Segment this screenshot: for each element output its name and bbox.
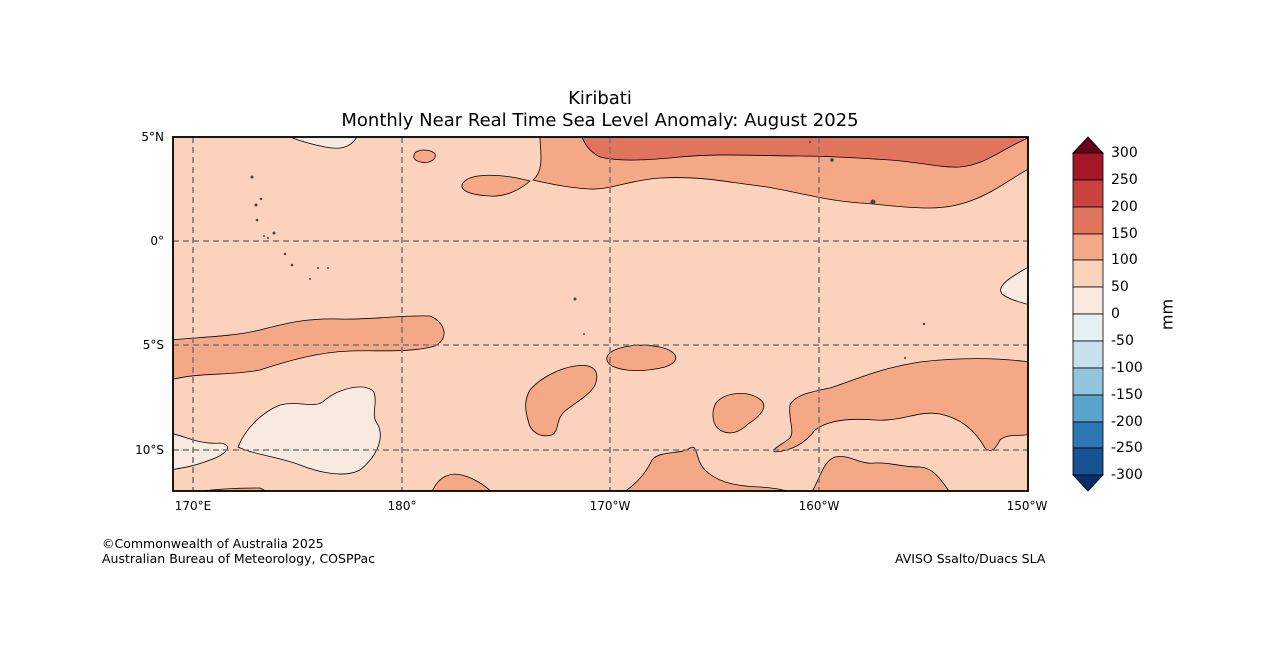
colorbar-segment bbox=[1072, 394, 1104, 423]
x-tick-label: 170°E bbox=[174, 499, 212, 513]
y-tick-label: 10°S bbox=[135, 443, 164, 457]
colorbar-label: -50 bbox=[1111, 333, 1134, 349]
colorbar-label: 100 bbox=[1111, 252, 1138, 268]
copyright-text: ©Commonwealth of Australia 2025 bbox=[102, 536, 324, 551]
map-subtitle: Monthly Near Real Time Sea Level Anomaly… bbox=[341, 110, 859, 131]
y-tick-label: 0° bbox=[150, 234, 164, 248]
contour-east-edge-0-50 bbox=[1000, 266, 1028, 305]
contour-blob-central-b bbox=[606, 344, 677, 372]
contour-northwest-0-50 bbox=[289, 137, 358, 149]
colorbar-segment bbox=[1072, 179, 1104, 208]
colorbar-label: -250 bbox=[1111, 440, 1143, 456]
contour-north-150-200 bbox=[581, 137, 1028, 168]
colorbar-segment bbox=[1072, 206, 1104, 235]
contour-bottom-b bbox=[625, 446, 789, 491]
x-tick-label: 170°W bbox=[589, 499, 631, 513]
colorbar-segment bbox=[1072, 447, 1104, 476]
agency-text: Australian Bureau of Meteorology, COSPPa… bbox=[102, 551, 375, 566]
colorbar-label: 200 bbox=[1111, 199, 1138, 215]
colorbar-label: 300 bbox=[1111, 145, 1138, 161]
y-tick-label: 5°S bbox=[142, 338, 164, 352]
contour-5s-band bbox=[173, 315, 445, 380]
y-tick-label: 5°N bbox=[141, 130, 164, 144]
colorbar-segment bbox=[1072, 233, 1104, 261]
gridlines bbox=[173, 137, 1028, 491]
map-title: Kiribati bbox=[568, 88, 632, 109]
colorbar-segment bbox=[1072, 259, 1104, 288]
colorbar-segment bbox=[1072, 367, 1104, 396]
colorbar-label: 0 bbox=[1111, 306, 1120, 322]
contour-blob-north-a bbox=[461, 174, 531, 197]
colorbar-label: 50 bbox=[1111, 279, 1129, 295]
x-tick-label: 150°W bbox=[1006, 499, 1048, 513]
contour-blob-central-a bbox=[525, 365, 598, 437]
colorbar-label: 150 bbox=[1111, 226, 1138, 242]
colorbar-label: -200 bbox=[1111, 414, 1143, 430]
contour-blob-central-c bbox=[712, 393, 765, 434]
contour-bottom-c bbox=[811, 456, 950, 491]
map-frame bbox=[172, 136, 1029, 492]
colorbar-bottom-arrow bbox=[1072, 474, 1104, 492]
contour-blob-north-b bbox=[413, 149, 436, 163]
data-source-text: AVISO Ssalto/Duacs SLA bbox=[895, 551, 1046, 566]
colorbar-segment bbox=[1072, 340, 1104, 369]
contour-west-edge-0-50 bbox=[173, 433, 228, 470]
colorbar-segment bbox=[1072, 313, 1104, 342]
colorbar-label: -150 bbox=[1111, 387, 1143, 403]
colorbar-unit: mm bbox=[1157, 298, 1177, 331]
x-tick-label: 160°W bbox=[798, 499, 840, 513]
colorbar bbox=[1072, 136, 1104, 492]
colorbar-label: 250 bbox=[1111, 172, 1138, 188]
colorbar-segment bbox=[1072, 421, 1104, 449]
colorbar-label: -100 bbox=[1111, 360, 1143, 376]
colorbar-segment bbox=[1072, 152, 1104, 181]
contour-southwest-0-50 bbox=[237, 386, 381, 475]
colorbar-label: -300 bbox=[1111, 467, 1143, 483]
x-tick-label: 180° bbox=[387, 499, 417, 513]
islands bbox=[250, 141, 926, 359]
contour-bottom-a bbox=[431, 473, 492, 491]
colorbar-top-arrow bbox=[1072, 136, 1104, 154]
colorbar-segment bbox=[1072, 286, 1104, 315]
